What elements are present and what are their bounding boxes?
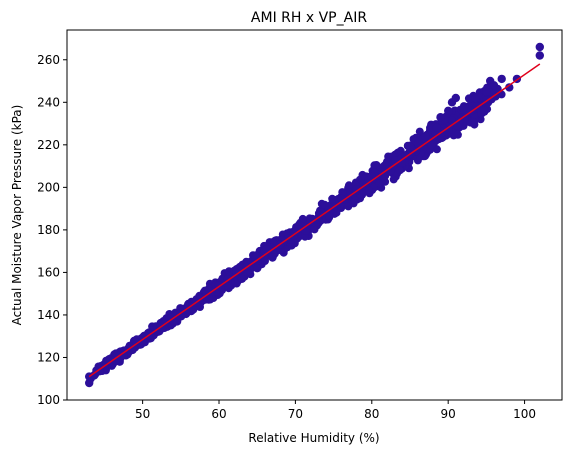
x-axis-label: Relative Humidity (%) [248, 431, 379, 445]
data-point [444, 106, 453, 116]
data-point [338, 188, 347, 197]
y-tick-label: 200 [37, 180, 60, 194]
data-point [189, 305, 198, 314]
data-point [436, 113, 445, 122]
x-tick-label: 90 [441, 407, 456, 421]
data-point [352, 185, 361, 194]
data-point [301, 226, 310, 235]
data-point [365, 186, 374, 195]
data-point [95, 367, 104, 376]
y-tick-label: 100 [37, 393, 60, 407]
data-point [471, 94, 480, 103]
data-point [389, 175, 398, 184]
data-point [482, 87, 491, 96]
data-point [328, 194, 337, 203]
data-point [472, 102, 481, 110]
data-point [535, 51, 544, 60]
regression-line [88, 63, 541, 378]
y-tick-label: 120 [37, 350, 60, 364]
data-point [119, 351, 128, 360]
data-point [401, 151, 409, 160]
data-point [414, 139, 423, 148]
data-point [310, 225, 319, 234]
x-tick-label: 50 [135, 407, 150, 421]
x-axis-ticks: 50 60 70 80 90 100 [135, 400, 536, 421]
data-point [415, 127, 424, 136]
data-point [421, 132, 430, 141]
data-point [344, 202, 353, 211]
data-point [291, 227, 300, 237]
data-point [236, 262, 244, 271]
data-point [448, 116, 456, 125]
data-point [459, 104, 468, 113]
data-point [262, 244, 271, 253]
data-point [453, 121, 461, 130]
data-point [382, 157, 392, 166]
x-tick-label: 80 [364, 407, 379, 421]
y-tick-label: 160 [37, 265, 60, 279]
y-tick-label: 260 [37, 53, 60, 67]
data-point [367, 172, 376, 181]
data-point [480, 106, 489, 115]
data-point [405, 142, 415, 152]
data-point [298, 214, 307, 223]
data-point [167, 313, 176, 322]
y-tick-label: 240 [37, 95, 60, 109]
data-point [325, 212, 334, 221]
data-point [301, 232, 309, 241]
data-point [232, 268, 241, 277]
data-point [204, 294, 213, 303]
x-tick-label: 60 [211, 407, 226, 421]
data-point [345, 181, 353, 190]
data-point [432, 123, 441, 132]
data-point [535, 42, 544, 52]
data-point [505, 83, 514, 92]
data-point [395, 166, 404, 175]
data-point [497, 74, 506, 84]
y-tick-label: 140 [37, 308, 60, 322]
data-point [85, 378, 94, 388]
data-point [253, 264, 262, 273]
data-point [370, 161, 379, 170]
data-point [453, 130, 462, 139]
data-point [268, 253, 277, 262]
data-point [470, 120, 479, 129]
chart-title: AMI RH x VP_AIR [251, 10, 367, 26]
plot-frame [66, 29, 563, 401]
y-tick-label: 220 [37, 138, 60, 152]
data-point [489, 81, 499, 90]
x-tick-label: 70 [288, 407, 303, 421]
data-point [427, 141, 436, 150]
data-point [381, 171, 390, 180]
data-point [451, 93, 460, 103]
x-tick-label: 100 [513, 407, 536, 421]
y-axis-ticks: 100 120 140 160 180 200 220 240 260 [37, 53, 67, 407]
y-axis-label: Actual Moisture Vapor Pressure (kPa) [10, 105, 24, 326]
y-tick-label: 180 [37, 223, 60, 237]
data-point [237, 274, 247, 283]
data-point [115, 357, 124, 366]
